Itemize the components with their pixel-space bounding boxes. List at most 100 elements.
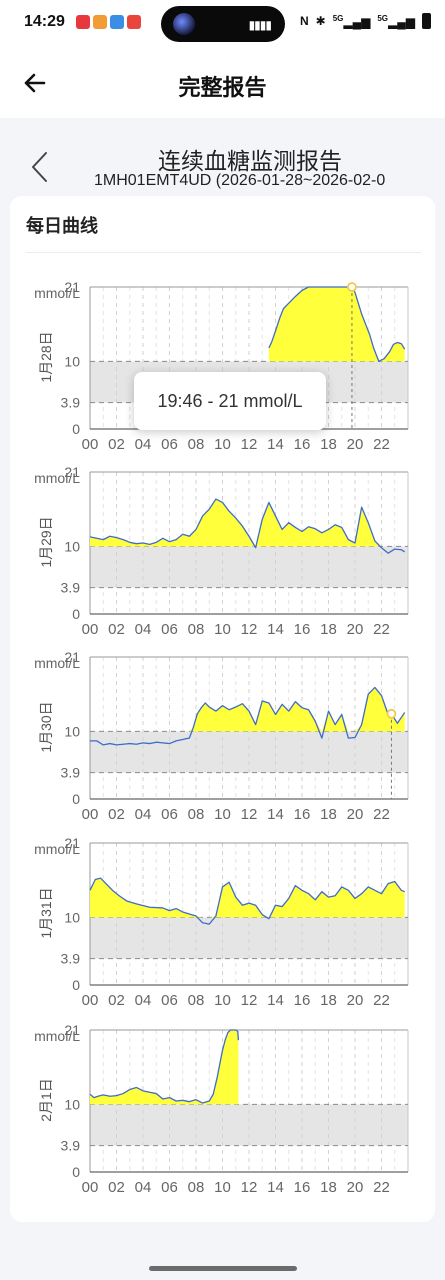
high-glucose-area	[90, 1030, 239, 1105]
x-tick-label: 06	[161, 436, 178, 453]
signal-icon: 5G▂▄▆	[332, 13, 371, 29]
y-tick-label: 0	[72, 791, 80, 807]
y-tick-label: 10	[64, 909, 80, 925]
x-tick-label: 18	[320, 621, 337, 638]
app-notification-icon	[76, 15, 90, 29]
y-tick-label: 10	[64, 1096, 80, 1112]
unit-label: mmol/L	[34, 470, 80, 486]
x-tick-label: 18	[320, 1179, 337, 1192]
y-tick-label: 3.9	[61, 580, 81, 596]
x-tick-label: 00	[82, 806, 99, 823]
unit-label: mmol/L	[34, 1028, 80, 1044]
x-tick-label: 00	[82, 1179, 99, 1192]
x-tick-label: 22	[373, 436, 390, 453]
network-label: 5G	[332, 13, 344, 23]
x-tick-label: 16	[294, 806, 311, 823]
x-tick-label: 16	[294, 992, 311, 1009]
day-label: 1月28日	[38, 331, 54, 382]
x-tick-label: 18	[320, 436, 337, 453]
x-tick-label: 04	[135, 436, 152, 453]
reading-tooltip: 19:46 - 21 mmol/L	[134, 372, 326, 430]
x-tick-label: 18	[320, 806, 337, 823]
x-tick-label: 22	[373, 806, 390, 823]
x-tick-label: 04	[135, 992, 152, 1009]
x-tick-label: 08	[188, 992, 205, 1009]
camera-icon	[173, 13, 195, 35]
x-tick-label: 16	[294, 621, 311, 638]
x-tick-label: 20	[347, 1179, 364, 1192]
battery-icon	[422, 13, 431, 29]
x-tick-label: 20	[347, 621, 364, 638]
glucose-line	[89, 877, 405, 925]
y-tick-label: 10	[64, 723, 80, 739]
x-tick-label: 02	[108, 992, 125, 1009]
x-tick-label: 12	[241, 1179, 258, 1192]
status-icons: N ✱ 5G▂▄▆ 5G▂▄▆	[300, 13, 431, 29]
report-header: 连续血糖监测报告 1MH01EMT4UD (2026-01-28~2026-02…	[0, 118, 445, 198]
x-tick-label: 00	[82, 621, 99, 638]
glucose-line	[268, 286, 406, 363]
notification-icons	[76, 15, 141, 29]
x-tick-label: 06	[161, 992, 178, 1009]
x-tick-label: 20	[347, 806, 364, 823]
x-tick-label: 20	[347, 436, 364, 453]
x-tick-label: 22	[373, 1179, 390, 1192]
x-tick-label: 02	[108, 621, 125, 638]
day-label: 1月30日	[38, 701, 54, 752]
x-tick-label: 06	[161, 806, 178, 823]
x-tick-label: 10	[214, 621, 231, 638]
x-tick-label: 12	[241, 806, 258, 823]
x-tick-label: 08	[188, 436, 205, 453]
y-tick-label: 0	[72, 421, 80, 437]
divider	[26, 252, 421, 253]
app-notification-icon	[110, 15, 124, 29]
y-tick-label: 0	[72, 606, 80, 622]
home-indicator[interactable]	[149, 1266, 297, 1271]
x-tick-label: 14	[267, 992, 284, 1009]
x-tick-label: 02	[108, 1179, 125, 1192]
bluetooth-icon: ✱	[315, 14, 326, 28]
x-tick-label: 06	[161, 621, 178, 638]
y-tick-label: 3.9	[61, 951, 81, 967]
x-tick-label: 10	[214, 992, 231, 1009]
day-label: 2月1日	[38, 1078, 54, 1122]
unit-label: mmol/L	[34, 285, 80, 301]
x-tick-label: 08	[188, 806, 205, 823]
x-tick-label: 00	[82, 992, 99, 1009]
y-tick-label: 21	[64, 464, 80, 480]
tooltip-text: 19:46 - 21 mmol/L	[157, 391, 303, 411]
x-tick-label: 04	[135, 621, 152, 638]
x-tick-label: 10	[214, 1179, 231, 1192]
back-arrow-icon[interactable]	[20, 68, 50, 98]
x-tick-label: 06	[161, 1179, 178, 1192]
y-tick-label: 3.9	[61, 1138, 81, 1154]
report-title: 连续血糖监测报告	[158, 148, 342, 174]
x-tick-label: 00	[82, 436, 99, 453]
report-subtitle: 1MH01EMT4UD (2026-01-28~2026-02-0	[94, 172, 386, 189]
camera-pill: ▮▮▮▮	[161, 6, 285, 42]
x-tick-label: 14	[267, 806, 284, 823]
selected-point-marker	[386, 708, 397, 719]
y-tick-label: 21	[64, 649, 80, 665]
glucose-line	[89, 498, 406, 554]
x-tick-label: 16	[294, 436, 311, 453]
y-tick-label: 10	[64, 538, 80, 554]
x-tick-label: 12	[241, 621, 258, 638]
x-tick-label: 22	[373, 621, 390, 638]
top-nav-bar: 完整报告	[0, 46, 445, 118]
day-label: 1月31日	[38, 887, 54, 938]
nfc-icon: N	[299, 14, 309, 28]
high-glucose-area	[90, 878, 405, 918]
chevron-left-icon[interactable]	[28, 150, 52, 184]
x-tick-label: 20	[347, 992, 364, 1009]
x-tick-label: 12	[241, 992, 258, 1009]
x-tick-label: 18	[320, 992, 337, 1009]
section-title: 每日曲线	[26, 216, 98, 236]
status-time: 14:29	[24, 13, 65, 30]
glucose-line	[89, 1029, 240, 1104]
